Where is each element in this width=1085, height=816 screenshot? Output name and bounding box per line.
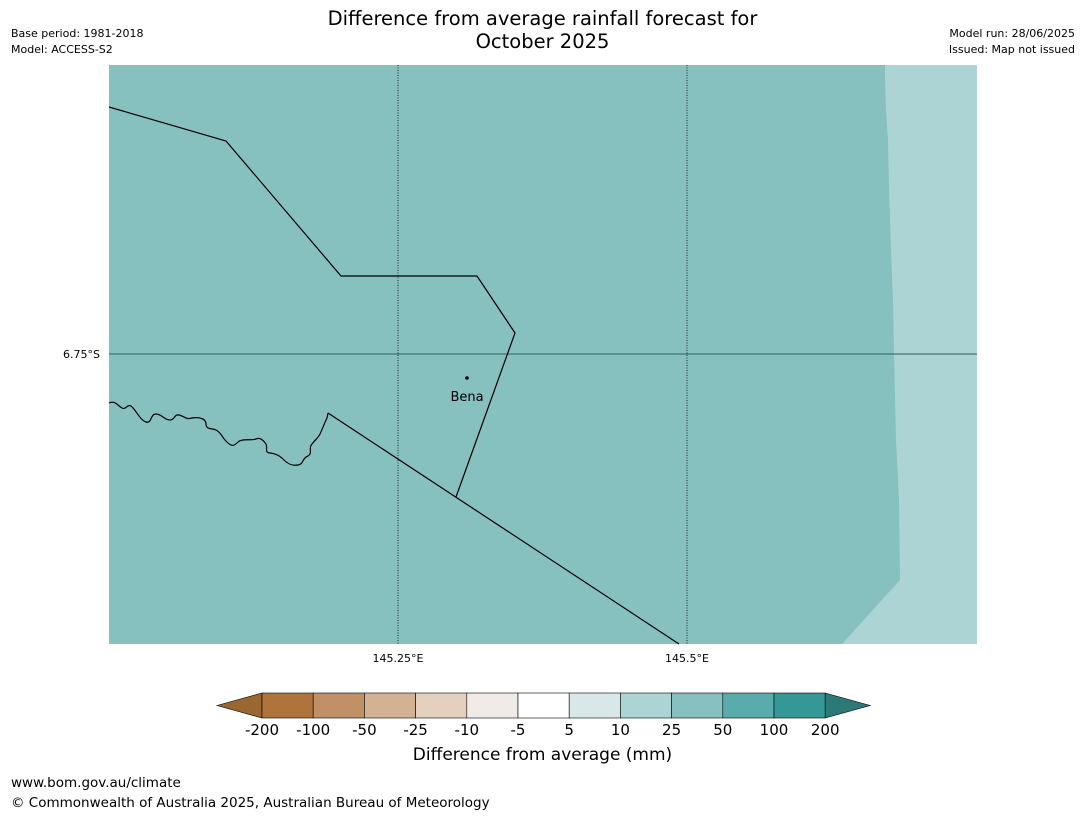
issued-text: Issued: Map not issued: [948, 43, 1075, 56]
lon-label-145-25: 145.25°E: [373, 652, 424, 665]
coastline-boundary: [108, 401, 329, 466]
colorbar-tick-label: -5: [511, 721, 526, 739]
model-text: Model: ACCESS-S2: [11, 43, 113, 56]
colorbar-label: Difference from average (mm): [412, 745, 673, 765]
colorbar-swatch: [620, 692, 672, 719]
place-label-bena: Bena: [450, 390, 483, 405]
base-period-text: Base period: 1981-2018: [11, 27, 144, 40]
rainfall-map: Bena 6.75°S 145.25°E 145.5°E: [63, 65, 977, 665]
colorbar-tick-label: -200: [245, 721, 279, 739]
colorbar-tick-label: 25: [662, 721, 681, 739]
colorbar-swatch: [312, 692, 365, 719]
colorbar-extend-high: [824, 692, 872, 719]
province-boundary-south: [327, 412, 680, 645]
colorbar-tick-label: 50: [713, 721, 732, 739]
colorbar-swatch: [568, 692, 621, 719]
lat-label-6-75: 6.75°S: [63, 348, 100, 361]
colorbar-tick-label: -25: [403, 721, 428, 739]
colorbar-tick-label: -100: [296, 721, 330, 739]
meta-right: Model run: 28/06/2025 Issued: Map not is…: [949, 26, 1075, 58]
colorbar-ticks: -200 -100 -50 -25 -10 -5 5 10 25 50 100 200: [245, 721, 840, 739]
map-title-line2: October 2025: [475, 30, 610, 53]
map-title: Difference from average rainfall forecas…: [0, 7, 1085, 53]
colorbar-tick-label: 10: [611, 721, 630, 739]
model-run-text: Model run: 28/06/2025: [949, 27, 1075, 40]
colorbar-tick-label: -50: [352, 721, 377, 739]
footer-url: www.bom.gov.au/climate: [11, 775, 181, 791]
colorbar-swatch: [671, 692, 724, 719]
colorbar: -200 -100 -50 -25 -10 -5 5 10 25 50 100 200: [215, 692, 872, 739]
footer-copyright: © Commonwealth of Australia 2025, Austra…: [11, 795, 490, 811]
colorbar-swatches: [215, 692, 872, 719]
colorbar-swatch: [261, 692, 314, 719]
colorbar-tick-label: -10: [455, 721, 480, 739]
colorbar-tick-label: 5: [564, 721, 574, 739]
map-title-line1: Difference from average rainfall forecas…: [327, 7, 758, 30]
colorbar-swatch: [364, 692, 416, 719]
colorbar-swatch: [722, 692, 775, 719]
colorbar-extend-low: [215, 692, 263, 719]
place-marker-bena: [465, 376, 469, 380]
colorbar-tick-label: 100: [760, 721, 789, 739]
province-boundary-north: [108, 106, 516, 498]
colorbar-swatch: [773, 692, 826, 719]
colorbar-swatch: [517, 692, 570, 719]
lon-label-145-5: 145.5°E: [665, 652, 709, 665]
colorbar-swatch: [415, 692, 468, 719]
colorbar-tick-label: 200: [811, 721, 840, 739]
colorbar-swatch: [466, 692, 519, 719]
meta-left: Base period: 1981-2018 Model: ACCESS-S2: [11, 26, 143, 58]
